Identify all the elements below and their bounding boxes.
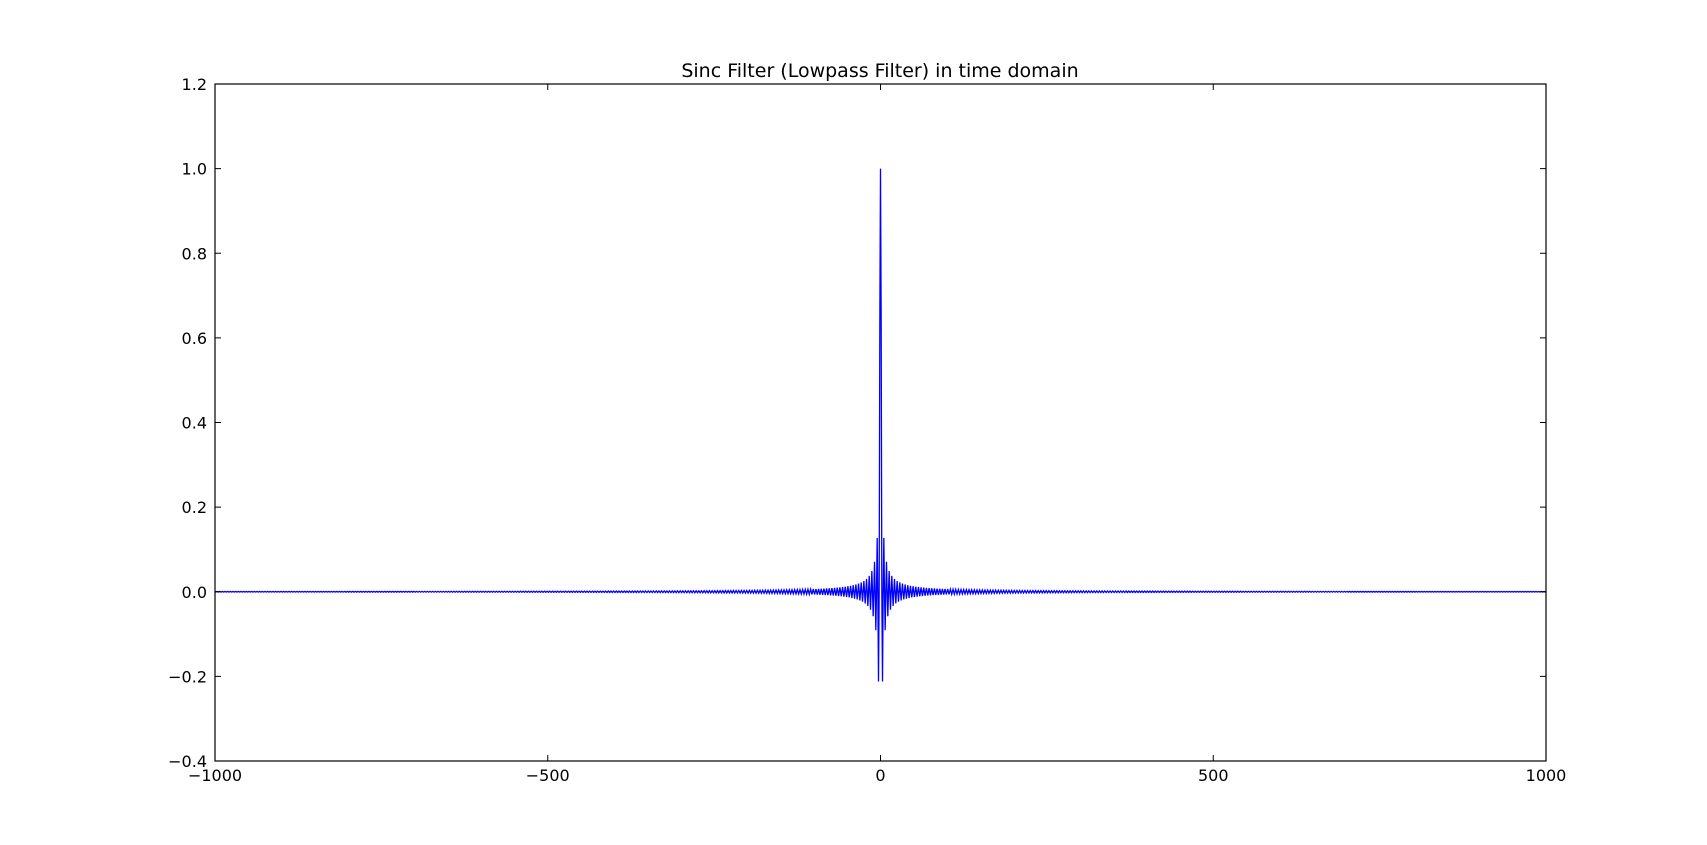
y-tick-label: 1.2 bbox=[182, 75, 207, 94]
y-tick-label: −0.4 bbox=[168, 752, 207, 771]
x-tick-label: 1000 bbox=[1526, 766, 1567, 785]
x-tick-label: −500 bbox=[526, 766, 570, 785]
y-tick-label: −0.2 bbox=[168, 667, 207, 686]
series-layer bbox=[214, 168, 1547, 682]
series-line-0 bbox=[214, 168, 1547, 682]
x-tick-label: −1000 bbox=[188, 766, 242, 785]
y-tick-label: 0.2 bbox=[182, 498, 207, 517]
x-tick-label: 500 bbox=[1198, 766, 1229, 785]
y-tick-label: 0.4 bbox=[182, 414, 207, 433]
x-tick-label: 0 bbox=[875, 766, 885, 785]
axes-layer: −1000 −500 0 500 1000 −0.4 −0.2 0.0 0.2 0.4 0.6 0.8… bbox=[168, 75, 1566, 785]
y-tick-label: 0.6 bbox=[182, 329, 207, 348]
y-tick-label: 0.8 bbox=[182, 244, 207, 263]
chart-title: Sinc Filter (Lowpass Filter) in time dom… bbox=[681, 60, 1078, 82]
y-tick-label: 0.0 bbox=[182, 583, 207, 602]
y-tick-label: 1.0 bbox=[182, 160, 207, 179]
